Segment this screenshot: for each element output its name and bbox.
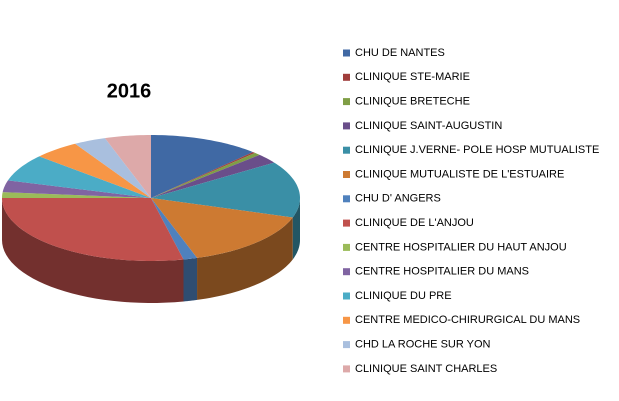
pie-slice	[7, 156, 152, 198]
pie-slice	[2, 180, 151, 198]
legend-swatch	[343, 365, 350, 373]
pie-slice-side	[197, 217, 293, 300]
legend-label: CLINIQUE DU PRE	[355, 290, 452, 302]
pie-slice	[151, 135, 253, 198]
pie-slice-side	[183, 257, 198, 302]
pie-slice	[104, 135, 151, 198]
legend-swatch	[343, 195, 350, 203]
legend-label: CENTRE HOSPITALIER DU HAUT ANJOU	[355, 241, 567, 253]
legend-label: CLINIQUE MUTUALISTE DE L'ESTUAIRE	[355, 168, 564, 180]
legend-label: CLINIQUE BRETECHE	[355, 96, 470, 108]
pie-slice	[151, 152, 256, 198]
legend-swatch	[343, 341, 350, 349]
legend-label: CLINIQUE SAINT CHARLES	[355, 363, 497, 375]
legend-label: CENTRE HOSPITALIER DU MANS	[355, 266, 529, 278]
pie-slice	[151, 198, 293, 258]
legend-label: CHU DE NANTES	[355, 47, 445, 59]
legend-swatch	[343, 243, 350, 251]
pie-slice	[2, 198, 184, 261]
pie-slice	[151, 198, 198, 260]
pie-slice	[75, 138, 151, 198]
legend-label: CLINIQUE SAINT-AUGUSTIN	[355, 120, 502, 132]
pie-slice	[2, 192, 151, 198]
legend-swatch	[343, 98, 350, 106]
pie-slice	[39, 143, 152, 198]
legend-label: CLINIQUE STE-MARIE	[355, 71, 470, 83]
legend-swatch	[343, 171, 350, 178]
legend-swatch	[343, 49, 350, 57]
legend-label: CHU D' ANGERS	[355, 193, 441, 205]
legend-label: CHD LA ROCHE SUR YON	[355, 339, 491, 351]
legend-label: CLINIQUE DE L'ANJOU	[355, 217, 474, 229]
pie-slice	[151, 162, 300, 218]
legend-swatch	[343, 73, 350, 81]
chart-title: 2016	[107, 80, 152, 102]
legend-label: CENTRE MEDICO-CHIRURGICAL DU MANS	[355, 314, 580, 326]
legend-label: CLINIQUE J.VERNE- POLE HOSP MUTUALISTE	[355, 144, 599, 156]
legend-swatch	[343, 316, 350, 324]
legend-swatch	[343, 122, 350, 130]
legend-swatch	[343, 146, 350, 154]
pie-slice	[151, 152, 260, 198]
pie-slice	[151, 154, 275, 198]
pie-slice-side	[2, 198, 184, 303]
legend-swatch	[343, 268, 350, 276]
legend-swatch	[343, 292, 350, 300]
legend-swatch	[343, 219, 350, 227]
pie-slice-side	[292, 198, 300, 260]
